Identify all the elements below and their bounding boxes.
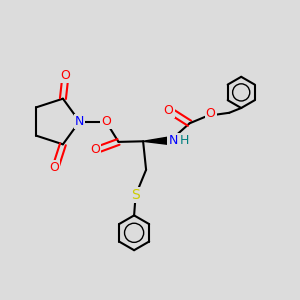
Text: O: O	[101, 115, 111, 128]
Text: H: H	[180, 134, 189, 147]
Text: O: O	[164, 104, 173, 117]
Text: O: O	[90, 143, 100, 156]
Text: O: O	[49, 160, 59, 174]
Text: N: N	[75, 115, 84, 128]
Text: O: O	[206, 107, 215, 120]
Text: N: N	[168, 134, 178, 147]
Text: O: O	[60, 69, 70, 82]
Text: S: S	[131, 188, 140, 202]
Polygon shape	[143, 137, 170, 145]
